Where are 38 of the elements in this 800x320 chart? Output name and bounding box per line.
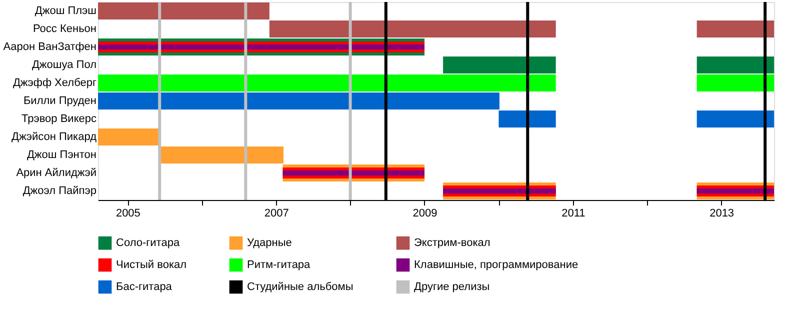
x-tick-label: 2009 (412, 208, 438, 220)
y-tick-label: Джошуа Пол (32, 59, 96, 71)
y-tick-label: Джэфф Хелберг (12, 77, 96, 89)
legend-label: Ритм-гитара (247, 259, 312, 271)
legend-label: Клавишные, программирование (414, 259, 578, 271)
bar (282, 170, 424, 176)
y-tick-label: Арин Айлиджэй (16, 167, 96, 179)
x-tick-label: 2013 (710, 208, 734, 220)
legend-label: Другие релизы (414, 281, 490, 293)
y-tick-label: Трэвор Викерс (22, 113, 97, 125)
y-tick-label: Билли Пруден (23, 95, 96, 107)
x-tick-label: 2011 (562, 208, 586, 220)
bar (98, 128, 160, 146)
y-tick-label: Джоэл Пайпэр (22, 185, 96, 197)
y-tick-label: Аарон ВанЗатфен (3, 41, 96, 53)
bar (696, 56, 774, 74)
bar (696, 20, 774, 38)
y-tick-label: Джэйсон Пикард (12, 131, 98, 143)
bar (443, 56, 556, 74)
legend-label: Ударные (247, 237, 292, 250)
legend-label: Студийные альбомы (247, 281, 354, 293)
legend-label: Экстрим-вокал (414, 237, 490, 250)
bar (98, 2, 270, 20)
y-tick-label: Росс Кеньон (32, 23, 96, 35)
bar (696, 74, 774, 92)
y-tick-label: Джош Пэнтон (26, 149, 96, 161)
legend-label: Чистый вокал (116, 259, 187, 271)
bar (696, 110, 774, 128)
x-tick-label: 2005 (116, 208, 140, 220)
bar (98, 74, 556, 92)
bar (696, 188, 774, 194)
bar (443, 188, 556, 194)
bar (98, 44, 424, 50)
y-tick-label: Джош Плэш (34, 5, 97, 17)
x-tick-label: 2007 (264, 208, 289, 220)
bar (269, 20, 556, 38)
legend-label: Бас-гитара (116, 281, 173, 293)
legend-label: Соло-гитара (116, 237, 180, 250)
